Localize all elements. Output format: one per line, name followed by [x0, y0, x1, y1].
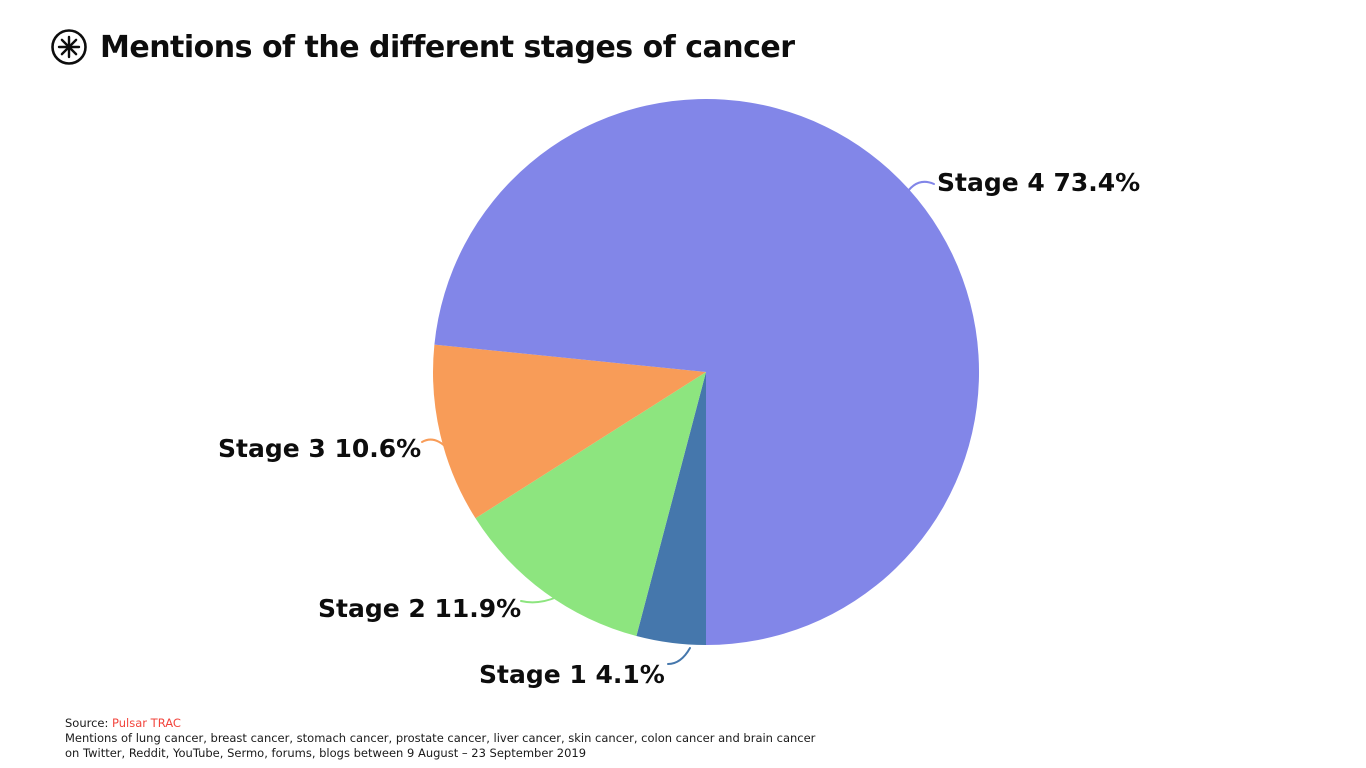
- leader-line-stage-2: [520, 596, 558, 604]
- pie-slice-stage-4: [434, 98, 980, 646]
- pie-label-stage-4: Stage 4 73.4%: [937, 168, 1141, 197]
- footnote-line-1: Mentions of lung cancer, breast cancer, …: [65, 731, 816, 745]
- page-title: Mentions of the different stages of canc…: [100, 29, 795, 65]
- source-link[interactable]: Pulsar TRAC: [112, 716, 181, 730]
- leader-line-stage-3: [421, 438, 448, 449]
- source-label: Source:: [65, 716, 109, 730]
- pie-slices-group: [433, 98, 980, 646]
- leader-line-stage-4: [903, 180, 935, 198]
- pie-slice-stage-2: [475, 372, 706, 636]
- chart-header: Mentions of the different stages of canc…: [50, 28, 795, 66]
- leader-line-stage-1: [667, 647, 691, 665]
- pie-label-stage-2: Stage 2 11.9%: [318, 594, 522, 623]
- source-line: Source: Pulsar TRAC: [65, 716, 815, 731]
- source-footnote: Source: Pulsar TRAC Mentions of lung can…: [65, 716, 815, 761]
- pie-slice-stage-1: [636, 372, 706, 645]
- pie-label-stage-1: Stage 1 4.1%: [479, 660, 665, 689]
- pulsar-logo-icon: [51, 29, 87, 65]
- pie-label-stage-3: Stage 3 10.6%: [218, 434, 422, 463]
- leader-lines-group: [421, 180, 935, 665]
- pie-slice-stage-3: [433, 344, 706, 519]
- footnote-line-2: on Twitter, Reddit, YouTube, Sermo, foru…: [65, 746, 587, 760]
